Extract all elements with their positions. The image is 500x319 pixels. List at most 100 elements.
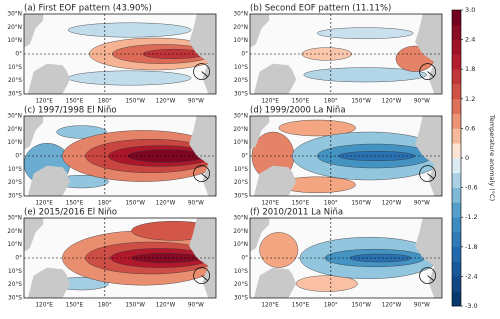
colorbar-band [452, 291, 461, 307]
colorbar-band [452, 217, 461, 233]
lat-label: 0° [15, 52, 22, 58]
land [250, 116, 270, 150]
lon-label: 90°W [414, 303, 430, 309]
colorbar-band [452, 113, 461, 129]
region-circle [193, 267, 210, 284]
land [253, 63, 297, 94]
lon-label: 180° [98, 201, 112, 207]
colorbar-band [452, 158, 461, 174]
lon-label: 180° [324, 201, 338, 207]
lat-label: 10°N [7, 38, 22, 44]
land [24, 218, 44, 252]
colorbar-band [452, 24, 461, 40]
frame [249, 13, 443, 95]
anomaly-area [317, 27, 414, 40]
colorbar-band [452, 172, 461, 188]
lat-label: 10°N [233, 140, 248, 146]
lon-label: 120°W [156, 201, 176, 207]
land [27, 267, 71, 298]
lon-label: 90°W [188, 201, 204, 207]
lon-label: 150°W [351, 201, 371, 207]
colorbar-tick-label: -0.6 [465, 184, 478, 192]
lat-label: 20°N [7, 25, 22, 31]
lat-label: 10°S [8, 269, 22, 275]
panel-title: (d) 1999/2000 La Niña [250, 106, 346, 116]
lon-label: 150°E [292, 303, 310, 309]
lon-label: 120°E [261, 303, 279, 309]
colorbar-band [452, 202, 461, 218]
lat-label: 30°N [233, 216, 248, 222]
lon-label: 120°W [156, 99, 176, 105]
lon-label: 120°E [261, 99, 279, 105]
colorbar-band [452, 187, 461, 203]
panel-title: (e) 2015/2016 El Niño [24, 208, 117, 218]
arrow [427, 173, 434, 179]
panel-title: (c) 1997/1998 El Niño [24, 106, 117, 116]
lat-label: 30°N [7, 12, 22, 18]
lat-label: 10°S [234, 269, 248, 275]
lon-label: 120°E [261, 201, 279, 207]
lon-label: 180° [98, 303, 112, 309]
land [253, 267, 297, 298]
lat-label: 20°S [234, 180, 248, 186]
lat-label: 20°S [8, 180, 22, 186]
lat-label: 20°N [233, 127, 248, 133]
land [27, 165, 71, 196]
colorbar-tick-label: 3.0 [465, 6, 475, 14]
arrow [427, 275, 434, 281]
lon-label: 90°W [188, 99, 204, 105]
arrow [201, 173, 208, 179]
colorbar-band [452, 276, 461, 292]
lat-label: 20°S [8, 78, 22, 84]
lon-label: 150°W [125, 201, 145, 207]
lon-label: 90°W [188, 303, 204, 309]
lat-label: 30°S [234, 296, 248, 302]
panel-title: (b) Second EOF pattern (11.11%) [250, 4, 391, 14]
region-circle [193, 63, 210, 80]
colorbar-band [452, 98, 461, 114]
frame [249, 115, 443, 197]
lat-label: 10°S [8, 167, 22, 173]
lat-label: 30°N [233, 12, 248, 18]
colorbar-band [452, 143, 461, 159]
lon-label: 150°E [292, 99, 310, 105]
lon-label: 150°E [66, 303, 84, 309]
lat-label: 20°N [233, 25, 248, 31]
lat-label: 30°S [8, 92, 22, 98]
colorbar-tick-label: 1.8 [465, 65, 475, 73]
lat-label: 0° [241, 52, 248, 58]
lon-label: 180° [324, 99, 338, 105]
land [27, 63, 71, 94]
lon-label: 90°W [414, 201, 430, 207]
lon-label: 180° [98, 99, 112, 105]
frame [23, 217, 217, 299]
lon-label: 120°W [382, 201, 402, 207]
land [24, 14, 44, 48]
lon-label: 120°E [35, 201, 53, 207]
lon-label: 120°W [156, 303, 176, 309]
lat-label: 20°N [7, 229, 22, 235]
lat-label: 10°S [8, 65, 22, 71]
lon-label: 180° [324, 303, 338, 309]
colorbar-band [452, 246, 461, 262]
anomaly-area [67, 22, 192, 38]
anomaly-area [259, 232, 299, 268]
colorbar-band [452, 84, 461, 100]
anomaly-area [278, 119, 356, 137]
lat-label: 0° [241, 256, 248, 262]
panel-title: (a) First EOF pattern (43.90%) [24, 4, 152, 14]
lon-label: 150°W [125, 99, 145, 105]
lat-label: 20°N [233, 229, 248, 235]
land [250, 218, 270, 252]
lon-label: 150°E [66, 201, 84, 207]
lat-label: 0° [15, 154, 22, 160]
lat-label: 30°N [7, 216, 22, 222]
lat-label: 20°S [8, 282, 22, 288]
land [250, 14, 270, 48]
lat-label: 10°N [233, 38, 248, 44]
land [24, 116, 44, 150]
map-panel [24, 218, 216, 298]
lon-label: 150°E [66, 99, 84, 105]
